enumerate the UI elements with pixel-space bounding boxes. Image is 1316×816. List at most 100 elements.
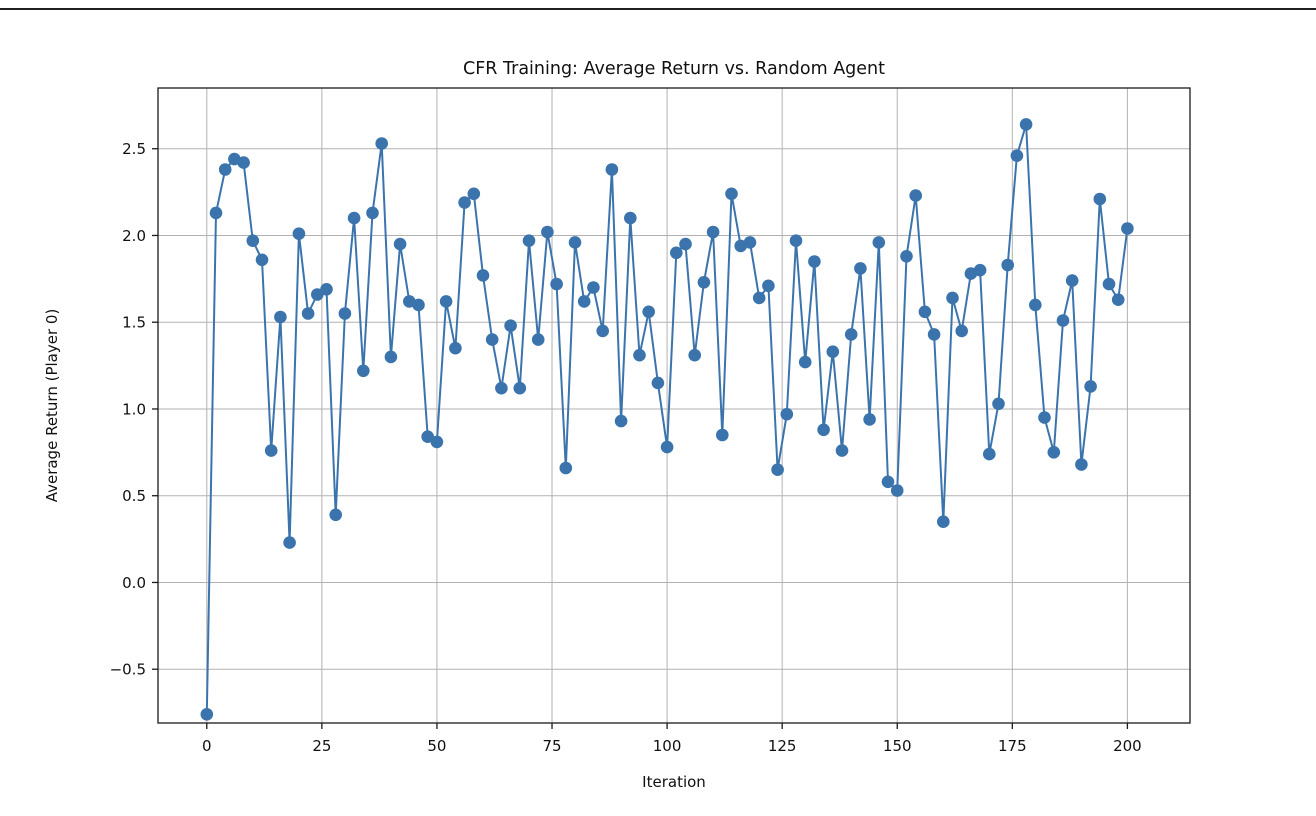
data-point-marker xyxy=(366,206,379,220)
x-tick-label: 125 xyxy=(768,737,797,755)
data-point-marker xyxy=(1111,293,1125,307)
data-point-marker xyxy=(237,156,250,169)
data-point-marker xyxy=(329,508,343,522)
data-point-marker xyxy=(973,263,987,277)
x-tick-label: 100 xyxy=(653,737,682,755)
data-point-marker xyxy=(384,350,398,364)
y-tick-label: 1.5 xyxy=(122,314,146,332)
data-point-marker xyxy=(301,307,315,320)
data-point-marker xyxy=(255,253,269,267)
data-point-marker xyxy=(476,269,490,282)
data-point-marker xyxy=(292,227,306,240)
data-point-marker xyxy=(706,225,720,239)
data-point-marker xyxy=(771,463,784,477)
x-tick-label: 175 xyxy=(998,737,1027,755)
chart-title: CFR Training: Average Return vs. Random … xyxy=(463,59,885,79)
data-point-marker xyxy=(900,249,913,263)
data-point-marker xyxy=(937,515,950,528)
y-tick-label: 0.0 xyxy=(122,574,146,592)
data-point-marker xyxy=(218,163,232,176)
data-point-marker xyxy=(264,444,278,457)
data-point-marker xyxy=(679,237,692,251)
data-point-marker xyxy=(1038,411,1051,424)
data-point-marker xyxy=(541,225,554,239)
data-point-marker xyxy=(752,291,766,305)
data-point-marker xyxy=(1010,149,1024,162)
data-point-marker xyxy=(918,305,932,319)
data-point-marker xyxy=(246,234,260,247)
data-point-marker xyxy=(449,341,462,355)
data-point-marker xyxy=(347,211,361,225)
window-top-border xyxy=(0,8,1316,10)
data-point-marker xyxy=(1056,314,1070,327)
data-point-marker xyxy=(320,283,333,296)
data-point-marker xyxy=(817,423,830,437)
data-point-marker xyxy=(1065,274,1079,287)
y-tick-label: 0.5 xyxy=(122,487,146,505)
data-point-marker xyxy=(485,333,499,346)
x-tick-label: 75 xyxy=(542,737,561,755)
data-point-marker xyxy=(881,475,895,489)
data-point-marker xyxy=(927,328,941,341)
data-point-marker xyxy=(587,281,600,294)
data-point-marker xyxy=(439,295,453,308)
data-point-marker xyxy=(633,348,646,362)
x-axis-label: Iteration xyxy=(642,773,706,791)
data-point-marker xyxy=(798,355,812,369)
data-point-marker xyxy=(1121,222,1134,235)
x-tick-label: 50 xyxy=(427,737,446,755)
data-point-marker xyxy=(992,397,1005,411)
data-point-marker xyxy=(743,236,757,249)
data-point-marker xyxy=(651,376,665,390)
data-point-marker xyxy=(458,196,471,209)
data-point-marker xyxy=(762,279,775,293)
data-point-marker xyxy=(1102,277,1116,291)
data-point-marker xyxy=(522,234,536,247)
y-tick-label: 1.0 xyxy=(122,400,146,418)
data-point-marker xyxy=(605,163,619,176)
data-point-marker xyxy=(614,414,628,428)
data-point-marker xyxy=(909,189,922,202)
data-point-marker xyxy=(688,348,701,362)
data-point-marker xyxy=(835,444,849,457)
data-point-marker xyxy=(577,295,591,308)
data-point-marker xyxy=(559,461,573,475)
x-tick-label: 150 xyxy=(883,737,912,755)
data-point-marker xyxy=(780,407,794,421)
data-point-marker xyxy=(642,305,655,319)
data-point-marker xyxy=(808,255,821,268)
data-point-marker xyxy=(1084,380,1097,393)
y-axis-label: Average Return (Player 0) xyxy=(43,309,61,503)
data-point-marker xyxy=(697,276,711,289)
data-point-marker xyxy=(789,234,803,247)
data-point-marker xyxy=(1029,298,1042,312)
data-point-marker xyxy=(209,206,223,220)
data-point-marker xyxy=(946,291,959,305)
data-point-marker xyxy=(872,236,886,249)
data-point-marker xyxy=(513,381,527,395)
data-point-marker xyxy=(393,237,407,251)
data-point-marker xyxy=(863,413,876,426)
data-point-marker xyxy=(596,324,609,338)
data-point-marker xyxy=(725,187,738,201)
data-point-marker xyxy=(200,708,214,721)
y-tick-label: −0.5 xyxy=(110,661,146,679)
data-point-marker xyxy=(1075,458,1088,471)
data-point-marker xyxy=(412,298,425,312)
y-tick-label: 2.5 xyxy=(122,140,146,158)
data-point-marker xyxy=(467,187,481,201)
data-point-marker xyxy=(274,310,287,324)
data-point-marker xyxy=(670,246,683,260)
data-point-marker xyxy=(1047,446,1061,459)
data-point-marker xyxy=(357,364,370,378)
data-point-marker xyxy=(890,484,904,497)
data-point-marker xyxy=(1001,258,1014,272)
data-point-marker xyxy=(983,447,996,461)
x-tick-label: 200 xyxy=(1113,737,1142,755)
data-point-marker xyxy=(955,324,968,338)
data-point-marker xyxy=(624,211,637,225)
data-point-marker xyxy=(338,307,352,320)
data-point-marker xyxy=(660,440,674,454)
data-point-marker xyxy=(854,262,867,275)
